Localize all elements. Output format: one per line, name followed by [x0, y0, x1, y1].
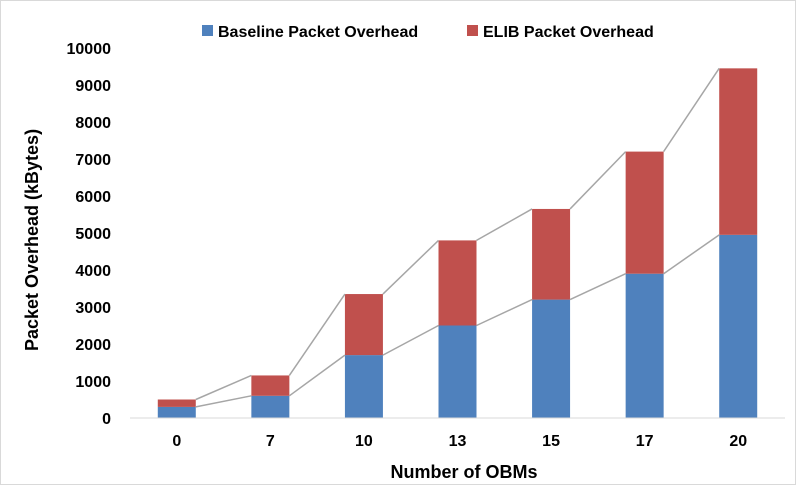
legend-swatch-baseline [202, 25, 213, 36]
bar-baseline-13 [438, 325, 477, 418]
x-tick-label: 0 [172, 433, 181, 450]
bar-baseline-15 [532, 299, 571, 418]
y-tick-label: 4000 [75, 263, 111, 280]
y-axis-ticks: 0 1000 2000 3000 4000 5000 6000 7000 8000 9000 100… [67, 41, 112, 428]
series-line-baseline [476, 298, 533, 327]
series-line-baseline [195, 395, 252, 408]
bar-baseline-7 [251, 395, 290, 418]
series-line-baseline [288, 354, 346, 397]
y-axis-title: Packet Overhead (kBytes) [22, 129, 42, 351]
x-tick-label: 17 [636, 433, 654, 450]
x-tick-label: 10 [355, 433, 373, 450]
y-tick-label: 5000 [75, 226, 111, 243]
y-tick-label: 3000 [75, 300, 111, 317]
x-axis-ticks: 0 7 10 13 15 17 20 [172, 433, 747, 450]
series-line-baseline [382, 324, 439, 356]
legend-swatch-elib [467, 25, 478, 36]
series-line-baseline [569, 273, 626, 301]
series-connector-lines [195, 67, 720, 408]
series-line-elib [382, 239, 440, 295]
bar-baseline-0 [157, 406, 196, 418]
legend-label-elib: ELIB Packet Overhead [483, 24, 654, 41]
series-line-elib [288, 293, 346, 376]
x-tick-label: 20 [729, 433, 747, 450]
bar-elib-0 [157, 399, 196, 407]
bar-baseline-10 [344, 355, 383, 418]
y-tick-label: 9000 [75, 78, 111, 95]
bar-elib-15 [532, 208, 571, 300]
bar-elib-13 [438, 240, 477, 326]
series-line-elib [195, 374, 252, 401]
legend: Baseline Packet Overhead ELIB Packet Ove… [202, 24, 654, 41]
y-tick-label: 10000 [67, 41, 112, 58]
y-tick-label: 0 [102, 411, 111, 428]
bar-elib-7 [251, 375, 290, 396]
bar-baseline-20 [719, 234, 758, 418]
y-tick-label: 7000 [75, 152, 111, 169]
x-tick-label: 13 [449, 433, 467, 450]
y-tick-label: 1000 [75, 374, 111, 391]
y-tick-label: 2000 [75, 337, 111, 354]
series-line-baseline [663, 234, 720, 275]
series-line-elib [476, 208, 533, 242]
bar-elib-20 [719, 68, 758, 235]
series-line-elib [569, 151, 627, 210]
bar-baseline-17 [625, 273, 664, 418]
legend-label-baseline: Baseline Packet Overhead [218, 24, 418, 41]
bars [157, 68, 758, 418]
y-tick-label: 6000 [75, 189, 111, 206]
x-tick-label: 15 [542, 433, 560, 450]
y-tick-label: 8000 [75, 115, 111, 132]
x-tick-label: 7 [266, 433, 275, 450]
bar-elib-10 [344, 294, 383, 356]
x-axis-title: Number of OBMs [390, 462, 537, 482]
series-line-elib [663, 67, 720, 153]
bar-elib-17 [625, 151, 664, 274]
